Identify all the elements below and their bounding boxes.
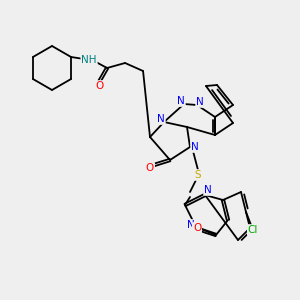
Text: N: N: [177, 96, 185, 106]
Text: N: N: [191, 142, 199, 152]
Text: O: O: [146, 163, 154, 173]
Text: N: N: [204, 185, 212, 195]
Text: N: N: [187, 220, 195, 230]
Text: N: N: [196, 97, 204, 107]
Text: Cl: Cl: [248, 225, 258, 235]
Text: O: O: [193, 223, 201, 233]
Text: S: S: [195, 170, 201, 180]
Text: O: O: [95, 81, 103, 91]
Text: N: N: [157, 114, 165, 124]
Text: NH: NH: [81, 55, 97, 65]
